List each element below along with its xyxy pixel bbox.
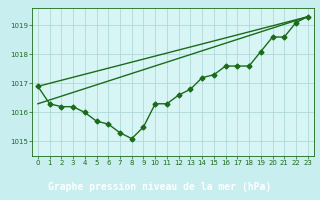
Text: Graphe pression niveau de la mer (hPa): Graphe pression niveau de la mer (hPa) — [48, 182, 272, 192]
